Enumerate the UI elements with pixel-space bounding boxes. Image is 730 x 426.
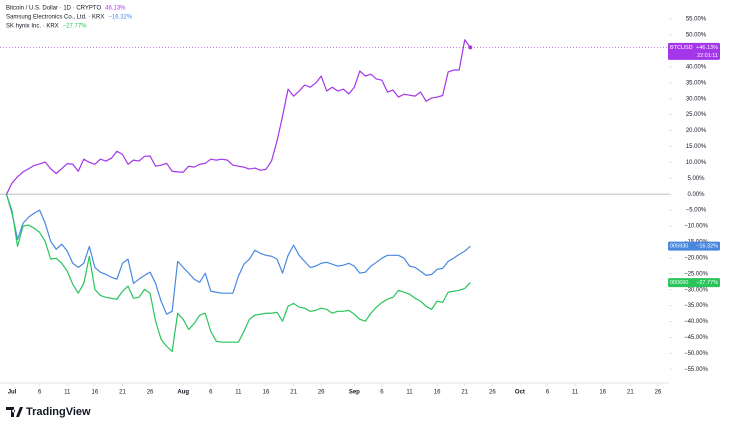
y-tick-label: −55.00%	[684, 367, 709, 373]
price-label-time: 22:01:11	[697, 53, 718, 59]
legend-value: −27.77%	[63, 24, 88, 30]
y-tick-label: 10.00%	[686, 160, 707, 166]
x-tick-label: Aug	[177, 390, 189, 396]
x-tick-label: 21	[627, 390, 634, 396]
x-tick-label: 6	[209, 390, 213, 396]
legend-name: Bitcoin / U.S. Dollar · 1D · CRYPTO	[6, 6, 101, 12]
watermark: TradingView	[26, 406, 91, 418]
y-tick-label: −10.00%	[684, 224, 709, 230]
y-tick-label: −20.00%	[684, 255, 709, 261]
x-tick-label: Oct	[515, 390, 525, 396]
y-tick-label: 40.00%	[686, 64, 707, 70]
series-line	[5, 193, 471, 353]
price-label-symbol: 005930	[670, 244, 688, 250]
series-line	[5, 39, 471, 195]
legend-value: 46.13%	[105, 6, 126, 12]
x-tick-label: 16	[92, 390, 99, 396]
x-tick-label: 26	[147, 390, 154, 396]
price-label-box	[668, 278, 720, 288]
y-tick-label: −50.00%	[684, 351, 709, 357]
y-tick-label: 25.00%	[686, 112, 707, 118]
price-label-symbol: 000660	[670, 280, 688, 286]
x-tick-label: 16	[263, 390, 270, 396]
x-tick-label: 11	[406, 390, 413, 396]
price-label-symbol: BTCUSD	[670, 45, 693, 51]
y-tick-label: 5.00%	[687, 176, 705, 182]
x-tick-label: 11	[235, 390, 242, 396]
y-tick-label: 50.00%	[686, 33, 707, 39]
price-label-value: −27.77%	[696, 280, 718, 286]
watermark-logo: TradingView	[6, 406, 91, 418]
x-tick-label: 6	[546, 390, 550, 396]
price-label-box	[668, 241, 720, 251]
x-tick-label: 26	[318, 390, 325, 396]
price-label-box	[668, 42, 720, 60]
x-tick-label: 16	[599, 390, 606, 396]
price-label-value: −16.32%	[696, 244, 718, 250]
y-tick-label: 0.00%	[687, 192, 705, 198]
legend-name: SK hynix Inc. · KRX	[6, 24, 59, 30]
x-tick-label: 21	[290, 390, 297, 396]
legend-value: −16.32%	[108, 15, 133, 21]
y-tick-label: −40.00%	[684, 319, 709, 325]
y-tick-label: 35.00%	[686, 80, 707, 86]
y-tick-label: −35.00%	[684, 303, 709, 309]
x-tick-label: 6	[380, 390, 384, 396]
x-tick-label: Jul	[8, 390, 17, 396]
x-tick-label: 6	[38, 390, 42, 396]
y-tick-label: −30.00%	[684, 287, 709, 293]
y-tick-label: 15.00%	[686, 144, 707, 150]
series-line	[5, 194, 471, 315]
x-tick-label: 21	[461, 390, 468, 396]
y-tick-label: 30.00%	[686, 96, 707, 102]
x-tick-label: 16	[434, 390, 441, 396]
y-tick-label: 55.00%	[686, 17, 707, 23]
y-tick-label: −25.00%	[684, 271, 709, 277]
x-tick-label: Sep	[349, 390, 360, 396]
y-tick-label: −45.00%	[684, 335, 709, 341]
y-tick-label: −5.00%	[686, 208, 707, 214]
last-point	[468, 45, 473, 50]
x-tick-label: 11	[572, 390, 579, 396]
x-tick-label: 26	[655, 390, 662, 396]
legend-name: Samsung Electronics Co., Ltd. · KRX	[6, 15, 104, 21]
logo-icon	[6, 407, 23, 417]
x-tick-label: 21	[119, 390, 126, 396]
y-tick-label: 20.00%	[686, 128, 707, 134]
price-label-value: +46.13%	[696, 45, 718, 51]
x-tick-label: 11	[64, 390, 71, 396]
x-tick-label: 26	[489, 390, 496, 396]
